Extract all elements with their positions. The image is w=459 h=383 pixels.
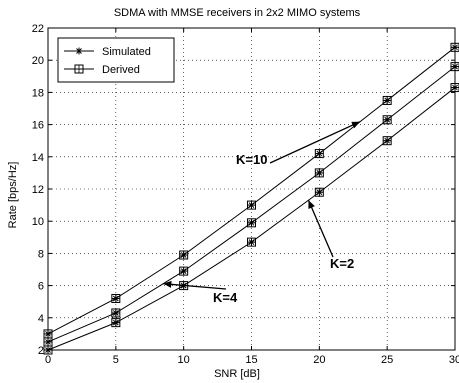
simulated-point-d2	[316, 170, 323, 176]
x-tick-label: 0	[45, 354, 51, 366]
y-tick-label: 2	[38, 345, 44, 357]
simulated-point-d2	[452, 44, 458, 51]
simulated-point-d2	[384, 97, 391, 104]
series-0	[43, 42, 459, 339]
simulated-point-d2	[112, 310, 119, 316]
simulated-point-d2	[384, 137, 391, 144]
y-tick-label: 22	[32, 23, 44, 35]
simulated-point-d2	[248, 219, 255, 226]
annotation-arrow-shaft	[307, 199, 334, 258]
simulated-point-d2	[384, 116, 391, 123]
x-tick-label: 10	[178, 354, 190, 366]
simulated-point-d2	[112, 319, 119, 326]
legend-label: Derived	[102, 64, 140, 76]
x-axis-label: SNR [dB]	[214, 368, 260, 380]
annotation-layer: K=10 K=4 K=2	[163, 121, 361, 305]
simulated-point-d2	[180, 268, 187, 274]
annotation-arrow-head	[308, 200, 315, 209]
annotation-label: K=10	[236, 152, 267, 167]
legend-entry-derived: Derived	[64, 64, 140, 76]
y-tick-label: 20	[32, 55, 44, 67]
annotation-arrow-shaft	[163, 283, 227, 290]
simulated-point-d2	[248, 239, 255, 245]
legend-entry-simulated: Simulated	[64, 46, 151, 58]
y-tick-label: 6	[38, 281, 44, 293]
annotation-label: K=4	[213, 290, 238, 305]
annotation-arrow-head	[163, 280, 172, 288]
x-tick-label: 25	[381, 354, 393, 366]
simulated-point-d2	[248, 202, 255, 208]
x-tick-label: 15	[245, 354, 257, 366]
simulated-point-d2	[45, 347, 51, 353]
simulated-point-d2	[45, 339, 51, 345]
annotation-arrow-head	[351, 121, 361, 129]
simulated-point-d2	[316, 189, 323, 196]
x-tick-label: 5	[113, 354, 119, 366]
simulated-point-d2	[452, 63, 458, 70]
y-tick-label: 12	[32, 184, 44, 196]
y-axis-label: Rate [bps/Hz]	[7, 162, 19, 229]
annotation-2: K=2	[307, 199, 354, 271]
legend-box	[57, 37, 175, 83]
y-tick-label: 16	[32, 120, 44, 132]
series-1	[43, 62, 459, 347]
simulated-point-d2	[452, 84, 458, 91]
series-2	[43, 83, 459, 355]
simulated-point-d2	[316, 150, 323, 157]
simulated-point-d2	[180, 252, 187, 258]
y-tick-label: 8	[38, 248, 44, 260]
simulated-point-d2	[112, 295, 119, 302]
annotation-arrow-shaft	[269, 121, 361, 164]
x-tick-label: 20	[313, 354, 325, 366]
legend-asterisk-marker-d2	[76, 48, 82, 54]
annotation-1: K=4	[163, 280, 238, 305]
series-layer	[43, 42, 459, 355]
legend-label: Simulated	[102, 46, 151, 58]
annotation-label: K=2	[330, 256, 354, 271]
x-tick-label: 30	[449, 354, 459, 366]
legend: Simulated Derived	[57, 37, 175, 83]
y-tick-label: 4	[38, 313, 44, 325]
series-line	[47, 46, 456, 335]
y-tick-label: 14	[32, 152, 44, 164]
y-tick-label: 18	[32, 87, 44, 99]
simulated-point-d2	[45, 331, 51, 337]
y-tick-label: 10	[32, 216, 44, 228]
annotation-0: K=10	[236, 121, 361, 167]
axis-ticks: 0 5 10 15 20 25 30 2 4 6 8 10 12 14 16 18 20 22	[32, 23, 459, 366]
chart-title: SDMA with MMSE receivers in 2x2 MIMO sys…	[114, 7, 361, 19]
